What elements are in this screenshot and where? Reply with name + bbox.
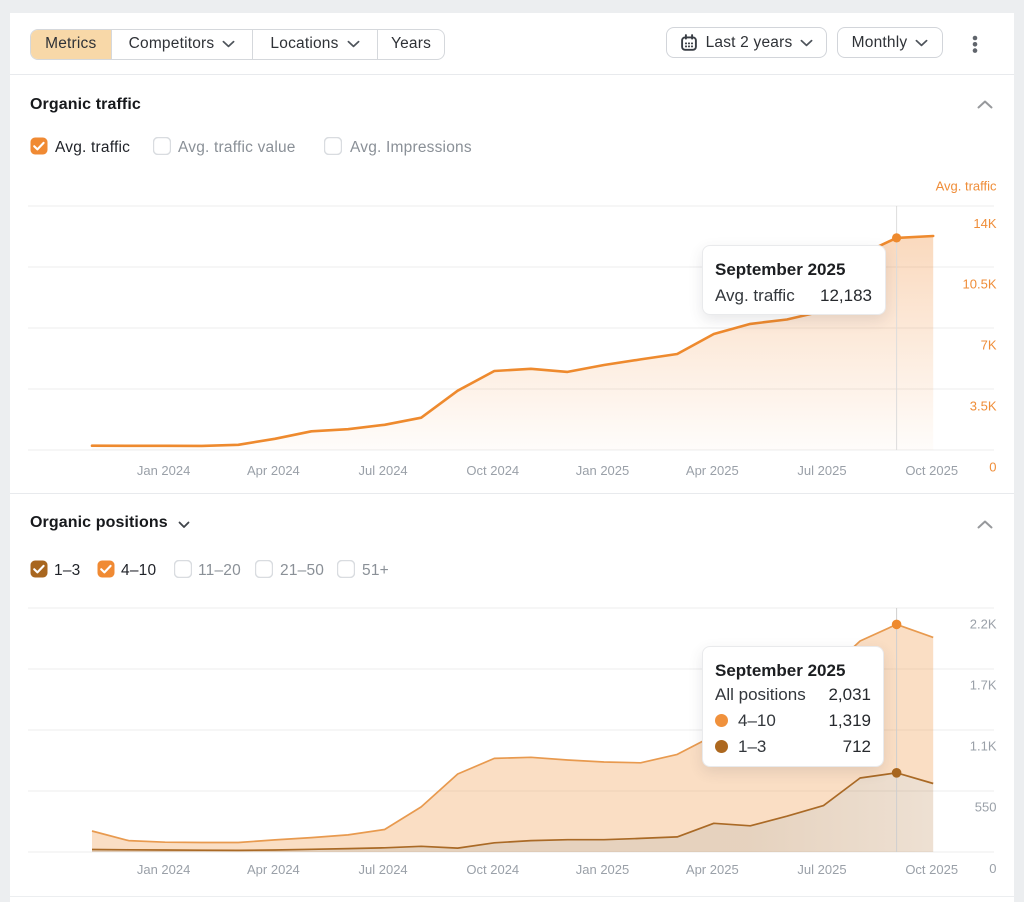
svg-text:Jul 2025: Jul 2025 <box>797 463 846 478</box>
svg-text:Jan 2025: Jan 2025 <box>576 862 630 877</box>
svg-text:Avg. traffic: Avg. traffic <box>936 179 997 194</box>
svg-text:Jan 2025: Jan 2025 <box>576 463 630 478</box>
svg-text:0: 0 <box>989 460 996 475</box>
svg-text:Oct 2024: Oct 2024 <box>466 463 519 478</box>
svg-text:550: 550 <box>975 800 997 815</box>
svg-text:Jul 2025: Jul 2025 <box>797 862 846 877</box>
svg-text:Oct 2025: Oct 2025 <box>905 463 958 478</box>
svg-text:Jan 2024: Jan 2024 <box>137 862 191 877</box>
svg-text:3.5K: 3.5K <box>970 399 997 414</box>
svg-text:Apr 2025: Apr 2025 <box>686 862 739 877</box>
svg-text:7K: 7K <box>981 338 997 353</box>
svg-text:Jan 2024: Jan 2024 <box>137 463 191 478</box>
svg-text:Apr 2024: Apr 2024 <box>247 463 300 478</box>
svg-text:Apr 2024: Apr 2024 <box>247 862 300 877</box>
svg-text:2.2K: 2.2K <box>970 617 997 632</box>
svg-text:Apr 2025: Apr 2025 <box>686 463 739 478</box>
svg-text:14K: 14K <box>973 216 996 231</box>
svg-text:1.1K: 1.1K <box>970 739 997 754</box>
svg-text:Jul 2024: Jul 2024 <box>359 463 408 478</box>
svg-text:Jul 2024: Jul 2024 <box>359 862 408 877</box>
svg-text:0: 0 <box>989 861 996 876</box>
svg-text:1.7K: 1.7K <box>970 678 997 693</box>
svg-text:10.5K: 10.5K <box>963 277 997 292</box>
svg-text:Oct 2024: Oct 2024 <box>466 862 519 877</box>
svg-text:Oct 2025: Oct 2025 <box>905 862 958 877</box>
